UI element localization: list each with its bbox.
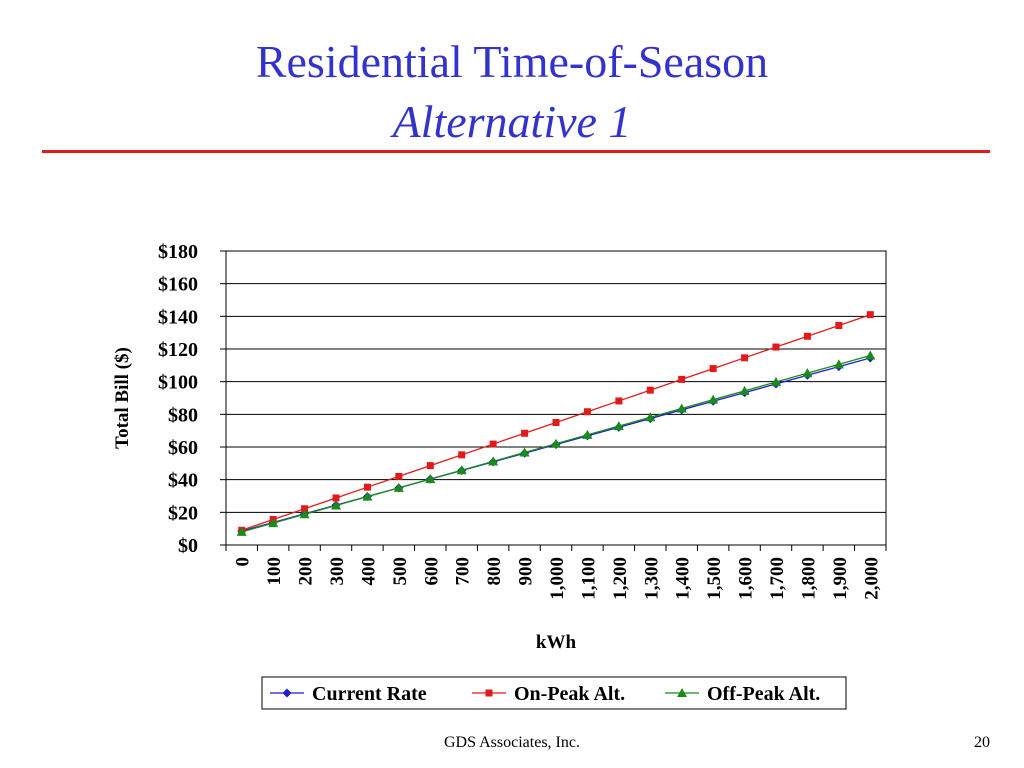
legend-marker-1	[485, 689, 493, 697]
data-point-2	[268, 518, 279, 528]
legend-marker-2	[677, 688, 687, 697]
x-tick-label: 700	[453, 557, 474, 586]
x-tick-label: 1,200	[610, 557, 631, 600]
data-point-2	[519, 447, 530, 457]
x-tick-label: 1,000	[547, 557, 568, 600]
y-axis-title: Total Bill ($)	[112, 347, 133, 449]
data-point-2	[802, 368, 813, 378]
data-point-1	[426, 462, 434, 470]
data-point-2	[456, 465, 467, 475]
data-point-1	[615, 397, 623, 405]
data-point-2	[488, 456, 499, 466]
legend-label-1: On-Peak Alt.	[514, 683, 625, 705]
x-tick-label: 1,600	[736, 557, 757, 600]
data-point-2	[739, 385, 750, 395]
data-point-2	[708, 394, 719, 404]
data-point-1	[772, 343, 780, 351]
legend-label-0: Current Rate	[312, 683, 427, 705]
data-point-1	[332, 494, 340, 502]
x-tick-label: 400	[358, 557, 379, 586]
y-tick-label: $120	[158, 339, 198, 361]
data-point-1	[583, 408, 591, 416]
y-tick-label: $20	[168, 502, 198, 524]
data-point-2	[645, 412, 656, 422]
data-point-1	[741, 354, 749, 362]
x-tick-label: 1,700	[767, 557, 788, 600]
data-point-2	[582, 429, 593, 439]
x-tick-label: 300	[327, 557, 348, 586]
slide-subtitle: Alternative 1	[392, 96, 632, 147]
data-point-2	[833, 359, 844, 369]
x-tick-label: 100	[264, 557, 285, 586]
title-divider	[42, 150, 990, 153]
data-point-2	[236, 526, 247, 536]
data-point-2	[425, 474, 436, 484]
data-point-2	[299, 509, 310, 519]
y-tick-label: $80	[168, 404, 198, 426]
footer-company: GDS Associates, Inc.	[444, 734, 580, 751]
data-point-2	[771, 376, 781, 386]
data-point-2	[865, 350, 876, 360]
data-point-2	[362, 491, 373, 501]
data-point-2	[331, 500, 341, 510]
plot-area	[225, 250, 887, 546]
x-tick-label: 500	[390, 557, 411, 586]
x-tick-label: 200	[296, 557, 317, 586]
data-point-1	[489, 440, 497, 448]
data-point-1	[395, 472, 403, 480]
data-point-1	[678, 375, 686, 383]
y-tick-label: $140	[158, 306, 198, 328]
x-tick-label: 1,100	[578, 557, 599, 600]
y-tick-label: $160	[158, 274, 198, 296]
legend-box	[261, 676, 847, 710]
x-tick-label: 800	[484, 557, 505, 586]
data-point-2	[551, 438, 561, 448]
x-tick-label: 600	[421, 557, 442, 586]
y-tick-label: $60	[168, 437, 198, 459]
data-point-1	[521, 429, 529, 437]
x-axis-title: kWh	[536, 632, 577, 653]
slide-title: Residential Time-of-Season	[255, 36, 769, 87]
y-tick-label: $180	[158, 241, 198, 263]
x-tick-label: 1,300	[641, 557, 662, 600]
data-point-2	[676, 403, 687, 413]
y-tick-label: $100	[158, 372, 198, 394]
x-tick-label: 1,400	[673, 557, 694, 600]
data-point-1	[709, 365, 717, 373]
data-point-1	[803, 332, 811, 340]
data-point-1	[835, 321, 843, 329]
x-tick-label: 1,500	[704, 557, 725, 600]
legend-label-2: Off-Peak Alt.	[707, 683, 820, 705]
data-point-1	[363, 483, 371, 491]
data-point-2	[613, 421, 624, 431]
x-tick-label: 900	[516, 557, 537, 586]
x-tick-label: 2,000	[861, 557, 882, 600]
page-number: 20	[974, 734, 990, 751]
x-tick-label: 1,800	[798, 557, 819, 600]
data-point-1	[552, 419, 560, 426]
x-tick-label: 1,900	[830, 557, 851, 600]
data-point-1	[458, 451, 466, 459]
legend-marker-0	[282, 688, 292, 698]
data-point-1	[301, 505, 309, 513]
y-tick-label: $40	[168, 470, 198, 492]
data-point-1	[866, 311, 874, 319]
y-tick-label: $0	[178, 535, 198, 557]
data-point-2	[393, 482, 404, 492]
x-tick-label: 0	[233, 557, 254, 567]
data-point-1	[646, 386, 654, 394]
